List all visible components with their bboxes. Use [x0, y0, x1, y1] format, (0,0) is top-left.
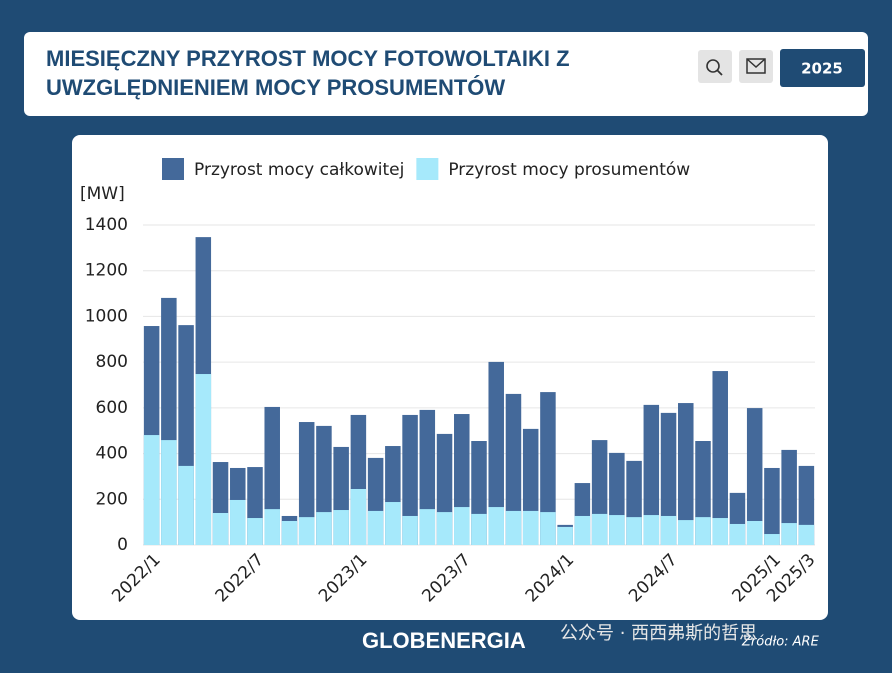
legend-swatch: [162, 158, 184, 180]
bar: [695, 517, 711, 545]
bar: [143, 435, 160, 545]
bar: [643, 404, 660, 545]
bar: [488, 507, 504, 545]
bar: [505, 510, 522, 545]
y-tick-label: 1000: [85, 306, 128, 326]
title: UWZGLĘDNIENIEM MOCY PROSUMENTÓW: [46, 75, 505, 100]
bar: [557, 526, 573, 545]
bar: [402, 515, 418, 545]
title: MIESIĘCZNY PRZYROST MOCY FOTOWOLTAIKI Z: [46, 46, 570, 71]
bar: [264, 509, 280, 545]
bar: [402, 414, 418, 545]
bar: [161, 440, 177, 545]
bar: [540, 392, 556, 545]
bar: [609, 515, 625, 545]
bar: [746, 408, 763, 545]
bar: [574, 515, 591, 545]
bar: [419, 509, 436, 545]
bar: [505, 393, 522, 545]
search-icon: [706, 59, 720, 73]
source: Źródło: ARE: [741, 634, 820, 650]
bar: [591, 513, 608, 545]
bar: [281, 521, 298, 545]
bar: [746, 521, 763, 545]
bar: [643, 515, 660, 545]
mail-icon: [746, 58, 766, 69]
bar: [454, 507, 470, 545]
bar: [298, 517, 315, 545]
y-tick-label: 1400: [85, 215, 128, 235]
legend-label: Przyrost mocy prosumentów: [448, 160, 690, 180]
bar: [436, 512, 453, 545]
mail-icon: [746, 58, 766, 74]
bar: [298, 422, 315, 545]
bar: [712, 518, 728, 545]
bar: [660, 412, 677, 545]
bar: [781, 523, 797, 545]
bar: [712, 371, 728, 545]
bar: [247, 518, 263, 545]
bar: [522, 510, 539, 545]
search-button[interactable]: [698, 50, 732, 83]
bar: [798, 524, 815, 545]
legend-swatch: [416, 158, 439, 180]
bar: [660, 515, 677, 545]
bar: [488, 361, 504, 545]
year-button[interactable]: [780, 49, 865, 87]
y-axis-label: [MW]: [80, 184, 125, 204]
brand: GLOBENERGIA: [362, 628, 526, 653]
bar: [678, 520, 694, 545]
bar: [781, 449, 797, 545]
search-icon: [716, 69, 723, 76]
bar: [230, 499, 246, 545]
bar: [350, 489, 367, 545]
year-button-label: 2025: [801, 60, 843, 78]
y-tick-label: 0: [117, 535, 128, 555]
bar: [678, 403, 694, 545]
bar: [212, 513, 229, 545]
header-card: [24, 32, 868, 116]
y-tick-label: 1200: [85, 261, 128, 281]
bar: [764, 534, 780, 545]
legend-label: Przyrost mocy całkowitej: [194, 160, 404, 180]
bar: [540, 512, 556, 545]
bar: [367, 510, 384, 545]
y-tick-label: 400: [96, 444, 128, 464]
y-tick-label: 600: [96, 398, 128, 418]
bar: [729, 523, 746, 545]
bar: [316, 512, 332, 545]
bar: [178, 465, 194, 545]
y-tick-label: 200: [96, 489, 128, 509]
bar: [333, 510, 349, 545]
bar: [195, 374, 212, 545]
y-tick-label: 800: [96, 352, 128, 372]
bar: [626, 517, 642, 545]
bar: [471, 513, 487, 545]
watermark: 公众号 · 西西弗斯的哲思: [560, 623, 757, 644]
bar: [764, 467, 780, 545]
bar: [385, 502, 401, 545]
